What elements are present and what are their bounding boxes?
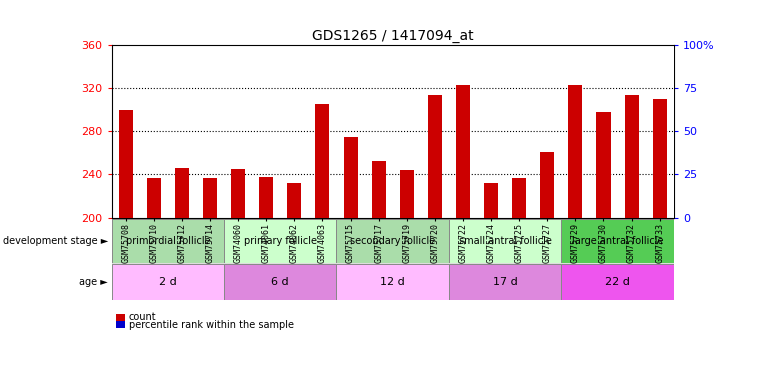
Text: 17 d: 17 d [493, 277, 517, 287]
Bar [597, 112, 611, 218]
Bar [259, 177, 273, 218]
Title: GDS1265 / 1417094_at: GDS1265 / 1417094_at [312, 28, 474, 43]
Bar [561, 264, 674, 300]
Text: development stage ►: development stage ► [2, 236, 108, 246]
Text: primordial follicle: primordial follicle [126, 236, 210, 246]
Text: percentile rank within the sample: percentile rank within the sample [129, 320, 293, 330]
Text: 6 d: 6 d [272, 277, 289, 287]
Bar [624, 94, 638, 218]
Bar [568, 85, 582, 218]
Bar [449, 219, 561, 262]
Bar [231, 169, 245, 217]
Bar [372, 161, 386, 218]
Bar [541, 152, 554, 217]
Bar [449, 264, 561, 300]
Bar [203, 178, 217, 218]
Bar [456, 85, 470, 218]
Bar [147, 178, 161, 218]
Bar [119, 110, 132, 218]
Text: secondary follicle: secondary follicle [350, 236, 435, 246]
Bar [112, 219, 224, 262]
Bar [561, 219, 674, 262]
Bar [224, 219, 336, 262]
Text: age ►: age ► [79, 277, 108, 287]
Bar [336, 219, 449, 262]
Bar [175, 168, 189, 217]
Text: large antral follicle: large antral follicle [572, 236, 663, 246]
Bar [316, 104, 330, 218]
Text: small antral follicle: small antral follicle [459, 236, 551, 246]
Bar [112, 264, 224, 300]
Text: primary follicle: primary follicle [244, 236, 316, 246]
Text: count: count [129, 312, 156, 322]
Bar [336, 264, 449, 300]
Text: 12 d: 12 d [380, 277, 405, 287]
Bar [428, 94, 442, 218]
Bar [287, 183, 301, 218]
Bar [343, 136, 357, 218]
Bar [484, 183, 498, 218]
Text: 22 d: 22 d [605, 277, 630, 287]
Bar [653, 99, 667, 218]
Bar [512, 178, 526, 218]
Bar [224, 264, 336, 300]
Text: 2 d: 2 d [159, 277, 177, 287]
Bar [400, 170, 413, 217]
